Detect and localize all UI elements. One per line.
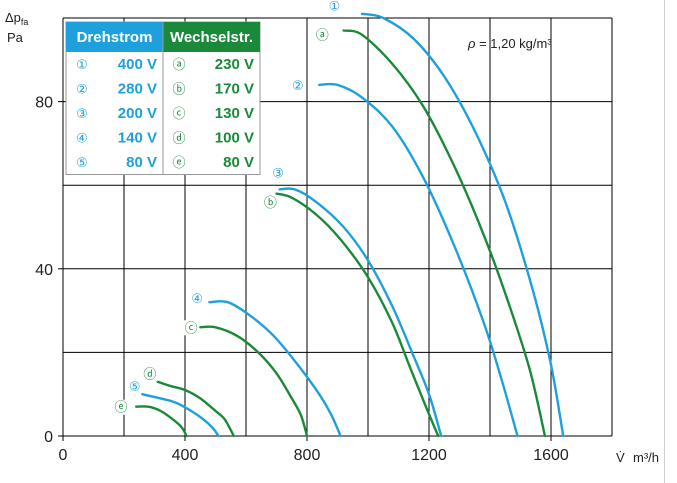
legend-drehstrom-voltage: 280 V (118, 81, 157, 98)
y-tick-label: 80 (35, 95, 53, 112)
series-line-drehstrom-2 (318, 82, 519, 438)
curve-label: ④ (191, 291, 203, 306)
x-axis-symbol: V̇ (616, 450, 625, 465)
legend-drehstrom-symbol: ④ (76, 131, 88, 146)
series-line-wechselstrom-10 (135, 405, 188, 438)
curve-label: ⓑ (264, 195, 277, 210)
legend-drehstrom-voltage: 140 V (118, 130, 157, 147)
curve-label: ⓓ (143, 366, 156, 381)
legend-table: Drehstrom Wechselstr. ① 400 V ⓐ 230 V ② 280 V ⓑ 1… (65, 21, 261, 175)
x-tick-label: 0 (59, 447, 68, 464)
x-tick-label: 800 (294, 447, 321, 464)
series-line-drehstrom-3 (278, 187, 443, 438)
legend-drehstrom-symbol: ① (76, 57, 88, 72)
curve-label: ① (329, 0, 341, 13)
legend-drehstrom-symbol: ③ (76, 106, 88, 121)
legend-wechselstrom-voltage: 80 V (223, 154, 254, 171)
series-line-wechselstrom-8 (199, 325, 309, 438)
legend-drehstrom-symbol: ② (76, 82, 88, 97)
curve-label: ② (292, 78, 304, 93)
y-axis-symbol: Δpfa (5, 10, 28, 27)
curve-label-bg (142, 366, 158, 382)
series-line-drehstrom-4 (208, 300, 342, 438)
legend-wechselstrom-symbol: ⓔ (172, 155, 185, 170)
y-tick-label: 0 (44, 429, 53, 446)
curve-label: ⓐ (316, 28, 329, 43)
legend-header-drehstrom: Drehstrom (77, 29, 153, 46)
curve-label-bg (183, 320, 199, 336)
legend-wechselstrom-symbol: ⓒ (172, 106, 185, 121)
series-line-drehstrom-5 (141, 393, 220, 438)
legend-drehstrom-voltage: 200 V (118, 105, 157, 122)
legend-wechselstrom-voltage: 170 V (215, 81, 254, 98)
series-line-wechselstrom-7 (275, 192, 440, 438)
page-edge-line (664, 0, 665, 483)
x-tick-label: 1600 (533, 447, 569, 464)
curve-label-bg (291, 77, 305, 93)
curve-label: ⑤ (129, 379, 141, 394)
legend-drehstrom-voltage: 80 V (126, 154, 157, 171)
x-axis-unit: m³/h (633, 450, 659, 465)
density-value: = 1,20 kg/m³ (475, 36, 552, 51)
x-tick-label: 400 (172, 447, 199, 464)
series-line-wechselstrom-9 (156, 380, 235, 438)
legend-header-wechselstrom: Wechselstr. (170, 29, 253, 46)
y-tick-label: 40 (35, 262, 53, 279)
curve-label-bg (127, 378, 142, 394)
curve-label-bg (314, 27, 330, 43)
legend-wechselstrom-symbol: ⓐ (172, 57, 185, 72)
legend-wechselstrom-voltage: 130 V (215, 105, 254, 122)
series-line-wechselstrom-6 (342, 29, 547, 438)
legend-header-wechselstrom-bg (163, 22, 260, 52)
x-tick-label: 1200 (411, 447, 447, 464)
density-symbol: ρ (467, 36, 476, 51)
y-axis-unit: Pa (7, 30, 24, 45)
curve-label-bg (190, 291, 205, 307)
curve-label-bg (327, 0, 342, 14)
legend-header-drehstrom-bg (66, 22, 163, 52)
ticks: 0 400 800 1200 1600 0 40 80 (35, 95, 569, 464)
series-line-drehstrom-1 (360, 12, 565, 438)
curve-labels: ① ② ③ ④ ⑤ ⓐ ⓑ ⓒ ⓓ ⓔ (113, 0, 342, 415)
legend-wechselstrom-symbol: ⓓ (172, 131, 185, 146)
curve-label: ③ (272, 166, 284, 181)
legend-wechselstrom-voltage: 230 V (215, 56, 254, 73)
curve-label: ⓒ (185, 320, 198, 335)
legend-drehstrom-symbol: ⑤ (76, 155, 88, 170)
curve-label-bg (271, 165, 285, 181)
legend-drehstrom-voltage: 400 V (118, 56, 157, 73)
density-note: ρ = 1,20 kg/m³ (467, 36, 552, 51)
legend-wechselstrom-symbol: ⓑ (172, 82, 185, 97)
curve-label-bg (262, 194, 278, 210)
curve-label: ⓔ (114, 400, 127, 415)
curve-label-bg (113, 399, 129, 415)
curves (135, 12, 565, 438)
legend-wechselstrom-voltage: 100 V (215, 130, 254, 147)
grid (58, 17, 613, 441)
